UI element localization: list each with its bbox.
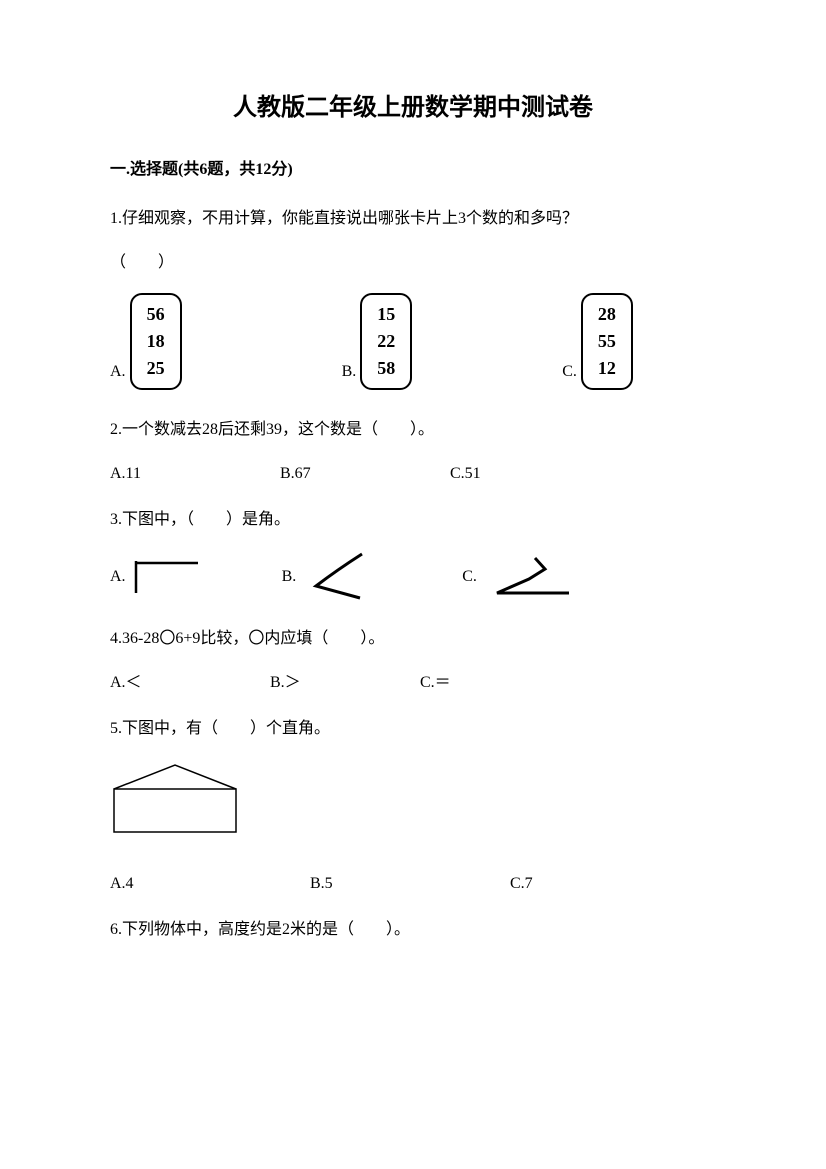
q3-label-a: A. bbox=[110, 565, 126, 589]
card-a-num2: 18 bbox=[147, 328, 165, 355]
card-b-num1: 15 bbox=[377, 301, 395, 328]
q2-opt-b: B.67 bbox=[280, 462, 450, 486]
q4-options: A.＜ B.＞ C.＝ bbox=[110, 671, 716, 695]
q3-fig-b: B. bbox=[282, 552, 373, 602]
card-c-num1: 28 bbox=[598, 301, 616, 328]
q1-card-b: B. 15 22 58 bbox=[342, 293, 413, 390]
q2-text: 2.一个数减去28后还剩39，这个数是（ ）。 bbox=[110, 418, 716, 442]
q3-label-b: B. bbox=[282, 565, 297, 589]
q3-figures: A. B. C. bbox=[110, 552, 716, 602]
card-c-num2: 55 bbox=[598, 328, 616, 355]
q5-opt-b: B.5 bbox=[310, 872, 510, 896]
page-title: 人教版二年级上册数学期中测试卷 bbox=[110, 90, 716, 126]
q3-text: 3.下图中，（ ）是角。 bbox=[110, 508, 716, 532]
q4-opt-c: C.＝ bbox=[420, 671, 451, 695]
q2-opt-a: A.11 bbox=[110, 462, 280, 486]
card-a-label: A. bbox=[110, 360, 126, 390]
card-c-num3: 12 bbox=[598, 355, 616, 382]
question-5: 5.下图中，有（ ）个直角。 A.4 B.5 C.7 bbox=[110, 717, 716, 896]
question-2: 2.一个数减去28后还剩39，这个数是（ ）。 A.11 B.67 C.51 bbox=[110, 418, 716, 486]
card-a: 56 18 25 bbox=[130, 293, 182, 390]
q4-opt-a: A.＜ bbox=[110, 671, 270, 695]
q1-paren: （ ） bbox=[110, 251, 716, 275]
q2-opt-c: C.51 bbox=[450, 462, 481, 486]
q3-label-c: C. bbox=[462, 565, 477, 589]
question-4: 4.36-28〇6+9比较，〇内应填（ ）。 A.＜ B.＞ C.＝ bbox=[110, 627, 716, 695]
q3-fig-c: C. bbox=[462, 555, 573, 600]
q1-text: 1.仔细观察，不用计算，你能直接说出哪张卡片上3个数的和多吗？ bbox=[110, 207, 716, 231]
section-header-1: 一.选择题(共6题，共12分) bbox=[110, 158, 716, 182]
q1-card-a: A. 56 18 25 bbox=[110, 293, 182, 390]
house-icon bbox=[110, 761, 240, 836]
q2-options: A.11 B.67 C.51 bbox=[110, 462, 716, 486]
card-b-num2: 22 bbox=[377, 328, 395, 355]
card-a-num3: 25 bbox=[147, 355, 165, 382]
card-c-label: C. bbox=[562, 360, 577, 390]
angle-a-icon bbox=[132, 557, 202, 597]
question-3: 3.下图中，（ ）是角。 A. B. C. bbox=[110, 508, 716, 602]
q4-opt-b: B.＞ bbox=[270, 671, 420, 695]
q5-opt-a: A.4 bbox=[110, 872, 310, 896]
angle-b-icon bbox=[302, 552, 372, 602]
question-1: 1.仔细观察，不用计算，你能直接说出哪张卡片上3个数的和多吗？ （ ） A. 5… bbox=[110, 207, 716, 390]
angle-c-icon bbox=[483, 555, 573, 600]
q5-opt-c: C.7 bbox=[510, 872, 533, 896]
question-6: 6.下列物体中，高度约是2米的是（ ）。 bbox=[110, 918, 716, 942]
q1-cards: A. 56 18 25 B. 15 22 58 C. 28 55 12 bbox=[110, 293, 716, 390]
q5-figure bbox=[110, 761, 716, 844]
q1-card-c: C. 28 55 12 bbox=[562, 293, 633, 390]
q5-text: 5.下图中，有（ ）个直角。 bbox=[110, 717, 716, 741]
q6-text: 6.下列物体中，高度约是2米的是（ ）。 bbox=[110, 918, 716, 942]
card-b-num3: 58 bbox=[377, 355, 395, 382]
card-b-label: B. bbox=[342, 360, 357, 390]
card-a-num1: 56 bbox=[147, 301, 165, 328]
card-c: 28 55 12 bbox=[581, 293, 633, 390]
q3-fig-a: A. bbox=[110, 557, 202, 597]
q4-text: 4.36-28〇6+9比较，〇内应填（ ）。 bbox=[110, 627, 716, 651]
q5-options: A.4 B.5 C.7 bbox=[110, 872, 716, 896]
card-b: 15 22 58 bbox=[360, 293, 412, 390]
